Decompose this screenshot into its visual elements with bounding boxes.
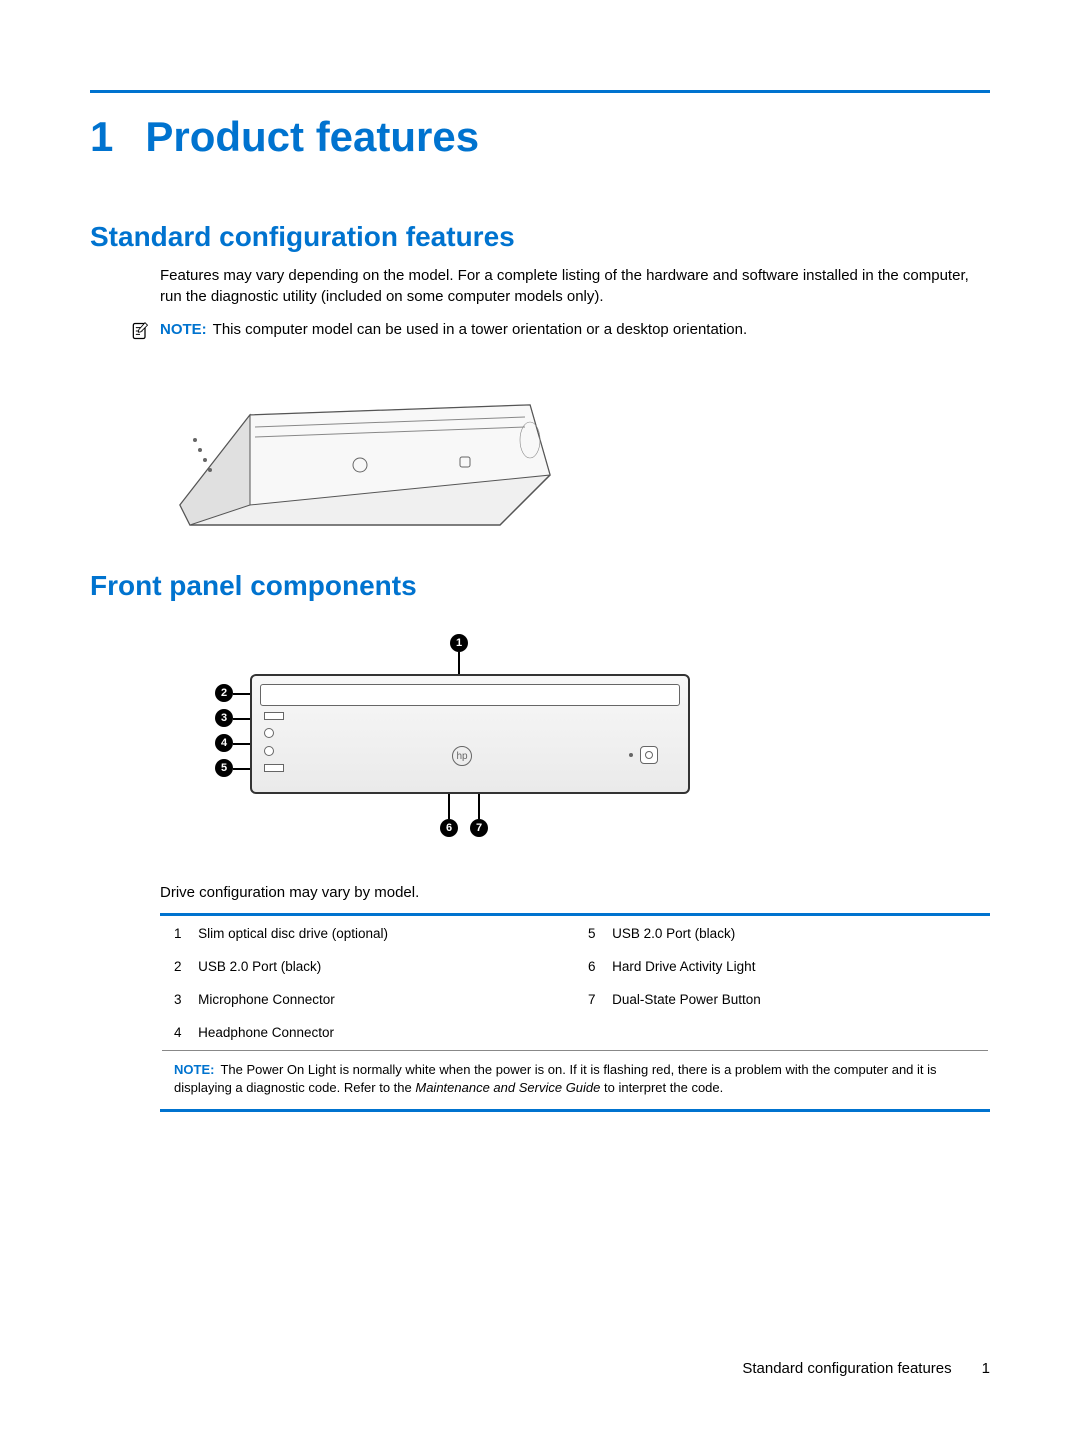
note-label: NOTE: (160, 321, 207, 338)
row-num: 2 (162, 951, 196, 982)
callout-3: 3 (215, 709, 233, 727)
row-desc (612, 1017, 988, 1048)
diagram-hp-logo: hp (452, 746, 472, 766)
row-desc: Hard Drive Activity Light (612, 951, 988, 982)
table-note-text-2: to interpret the code. (600, 1080, 723, 1095)
table-row: 1Slim optical disc drive (optional)5USB … (162, 918, 988, 949)
callout-1: 1 (450, 634, 468, 652)
row-num: 6 (576, 951, 610, 982)
computer-perspective-image (160, 355, 990, 540)
diagram-usb-port (264, 712, 284, 720)
footer-page-number: 1 (982, 1360, 990, 1377)
row-desc: Headphone Connector (198, 1017, 574, 1048)
table-note-italic: Maintenance and Service Guide (415, 1080, 600, 1095)
table-row: 4Headphone Connector (162, 1017, 988, 1048)
top-rule (90, 90, 990, 93)
diagram-mic (264, 728, 274, 738)
row-num: 4 (162, 1017, 196, 1048)
row-num: 5 (576, 918, 610, 949)
callout-line (478, 794, 480, 819)
front-panel-diagram: 1 2 3 4 5 hp 6 7 (160, 614, 720, 864)
diagram-optical-drive (260, 684, 680, 706)
page-footer: Standard configuration features 1 (742, 1360, 990, 1377)
row-desc: USB 2.0 Port (black) (198, 951, 574, 982)
note-text: This computer model can be used in a tow… (213, 321, 747, 338)
row-num (576, 1017, 610, 1048)
table-note-row: NOTE:The Power On Light is normally whit… (162, 1050, 988, 1107)
callout-6: 6 (440, 819, 458, 837)
row-num: 7 (576, 984, 610, 1015)
components-table: 1Slim optical disc drive (optional)5USB … (160, 913, 990, 1112)
callout-5: 5 (215, 759, 233, 777)
diagram-activity-light (629, 753, 633, 757)
row-desc: Slim optical disc drive (optional) (198, 918, 574, 949)
note-block: NOTE: This computer model can be used in … (130, 321, 990, 341)
footer-section: Standard configuration features (742, 1360, 951, 1377)
row-desc: USB 2.0 Port (black) (612, 918, 988, 949)
chapter-number: 1 (90, 113, 113, 161)
table-row: 3Microphone Connector7Dual-State Power B… (162, 984, 988, 1015)
callout-2: 2 (215, 684, 233, 702)
section-heading-front-panel: Front panel components (90, 570, 990, 602)
callout-line (448, 794, 450, 819)
callout-4: 4 (215, 734, 233, 752)
diagram-headphone (264, 746, 274, 756)
table-note-label: NOTE: (174, 1062, 214, 1077)
note-icon (130, 321, 150, 341)
row-num: 3 (162, 984, 196, 1015)
row-num: 1 (162, 918, 196, 949)
row-desc: Dual-State Power Button (612, 984, 988, 1015)
note-text-container: NOTE: This computer model can be used in … (160, 321, 747, 338)
chapter-title: 1 Product features (90, 113, 990, 161)
callout-7: 7 (470, 819, 488, 837)
table-caption: Drive configuration may vary by model. (160, 884, 990, 901)
diagram-chassis: hp (250, 674, 690, 794)
diagram-power-button (640, 746, 658, 764)
section1-body: Features may vary depending on the model… (160, 265, 990, 307)
chapter-heading: Product features (145, 113, 479, 161)
table-row: 2USB 2.0 Port (black)6Hard Drive Activit… (162, 951, 988, 982)
diagram-usb-port-2 (264, 764, 284, 772)
row-desc: Microphone Connector (198, 984, 574, 1015)
section-heading-standard-config: Standard configuration features (90, 221, 990, 253)
